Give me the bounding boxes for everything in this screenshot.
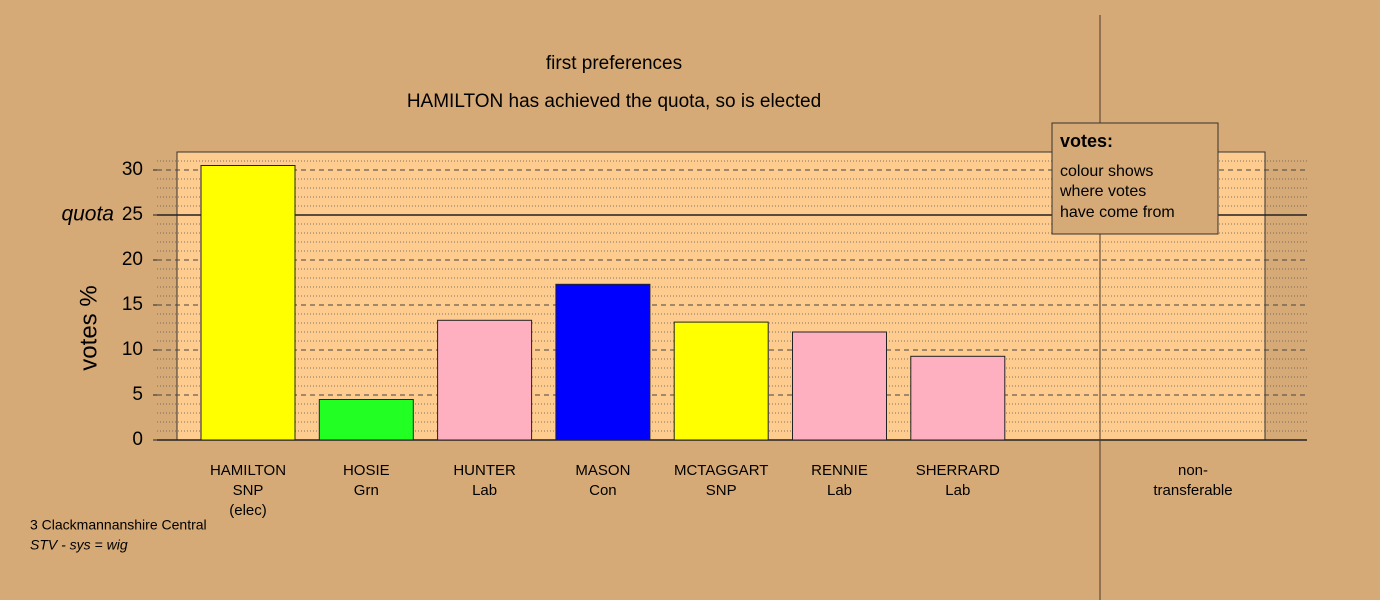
y-tick-label: 5 xyxy=(132,384,143,405)
footer-line: 3 Clackmannanshire Central xyxy=(30,517,207,533)
bar xyxy=(910,355,1006,441)
y-tick-label: 15 xyxy=(122,294,143,315)
bar xyxy=(318,399,414,441)
y-tick-label: 10 xyxy=(122,339,143,360)
x-tick-label: SNP xyxy=(233,482,264,499)
x-tick-label: Lab xyxy=(827,482,852,499)
grid xyxy=(153,160,1307,441)
x-tick-label: Lab xyxy=(472,482,497,499)
y-tick-label: 20 xyxy=(122,249,143,270)
y-tick-label: 25 xyxy=(122,204,143,225)
bar xyxy=(437,319,533,441)
bar xyxy=(792,331,887,441)
y-tick-label: 0 xyxy=(132,429,143,450)
x-tick-label: HUNTER xyxy=(453,462,516,479)
x-tick-label: non- xyxy=(1178,462,1208,479)
bar xyxy=(555,283,651,441)
x-tick-label: HOSIE xyxy=(343,462,390,479)
y-tick-label: 30 xyxy=(122,159,143,180)
bar xyxy=(673,321,769,441)
legend-text: where votes xyxy=(1059,183,1146,200)
footer-line: STV - sys = wig xyxy=(30,537,128,553)
x-tick-label: SHERRARD xyxy=(916,462,1000,479)
x-tick-label: HAMILTON xyxy=(210,462,286,479)
x-tick-label: MCTAGGART xyxy=(674,462,768,479)
y-axis-label: votes % xyxy=(75,285,102,370)
bars xyxy=(200,165,1006,441)
x-tick-label: transferable xyxy=(1153,482,1232,499)
x-tick-label: Con xyxy=(589,482,617,499)
chart-subtitle: HAMILTON has achieved the quota, so is e… xyxy=(407,91,821,112)
x-tick-label: (elec) xyxy=(229,502,267,519)
bar xyxy=(200,165,296,441)
legend-box xyxy=(1051,122,1219,235)
x-tick-label: Lab xyxy=(945,482,970,499)
legend-text: colour shows xyxy=(1060,163,1153,180)
quota-label: quota xyxy=(61,203,114,226)
x-tick-label: SNP xyxy=(706,482,737,499)
chart-title: first preferences xyxy=(546,53,682,74)
legend-text: have come from xyxy=(1060,204,1175,221)
legend-title: votes: xyxy=(1060,131,1113,151)
x-tick-label: Grn xyxy=(354,482,379,499)
x-tick-label: RENNIE xyxy=(811,462,868,479)
x-tick-label: MASON xyxy=(575,462,630,479)
